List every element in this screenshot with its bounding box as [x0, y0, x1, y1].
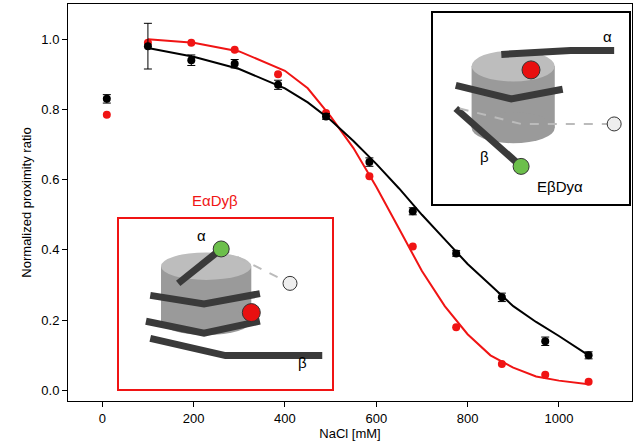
svg-text:0.6: 0.6 [41, 172, 59, 187]
svg-text:200: 200 [183, 411, 205, 426]
svg-text:EβDyα: EβDyα [537, 178, 583, 195]
svg-text:β: β [298, 354, 307, 371]
svg-text:0: 0 [99, 411, 106, 426]
svg-text:0.4: 0.4 [41, 242, 59, 257]
svg-text:600: 600 [365, 411, 387, 426]
svg-text:1000: 1000 [544, 411, 573, 426]
svg-text:β: β [480, 148, 489, 165]
svg-text:α: α [197, 227, 206, 244]
svg-text:0.2: 0.2 [41, 313, 59, 328]
svg-text:NaCl [mM]: NaCl [mM] [319, 426, 380, 441]
svg-text:Normalized proximity ratio: Normalized proximity ratio [19, 127, 34, 277]
svg-text:1.0: 1.0 [41, 32, 59, 47]
svg-text:0.0: 0.0 [41, 383, 59, 398]
svg-text:α: α [603, 28, 612, 45]
svg-text:0.8: 0.8 [41, 102, 59, 117]
svg-text:400: 400 [274, 411, 296, 426]
svg-text:EαDyβ: EαDyβ [192, 192, 238, 209]
svg-text:800: 800 [457, 411, 479, 426]
